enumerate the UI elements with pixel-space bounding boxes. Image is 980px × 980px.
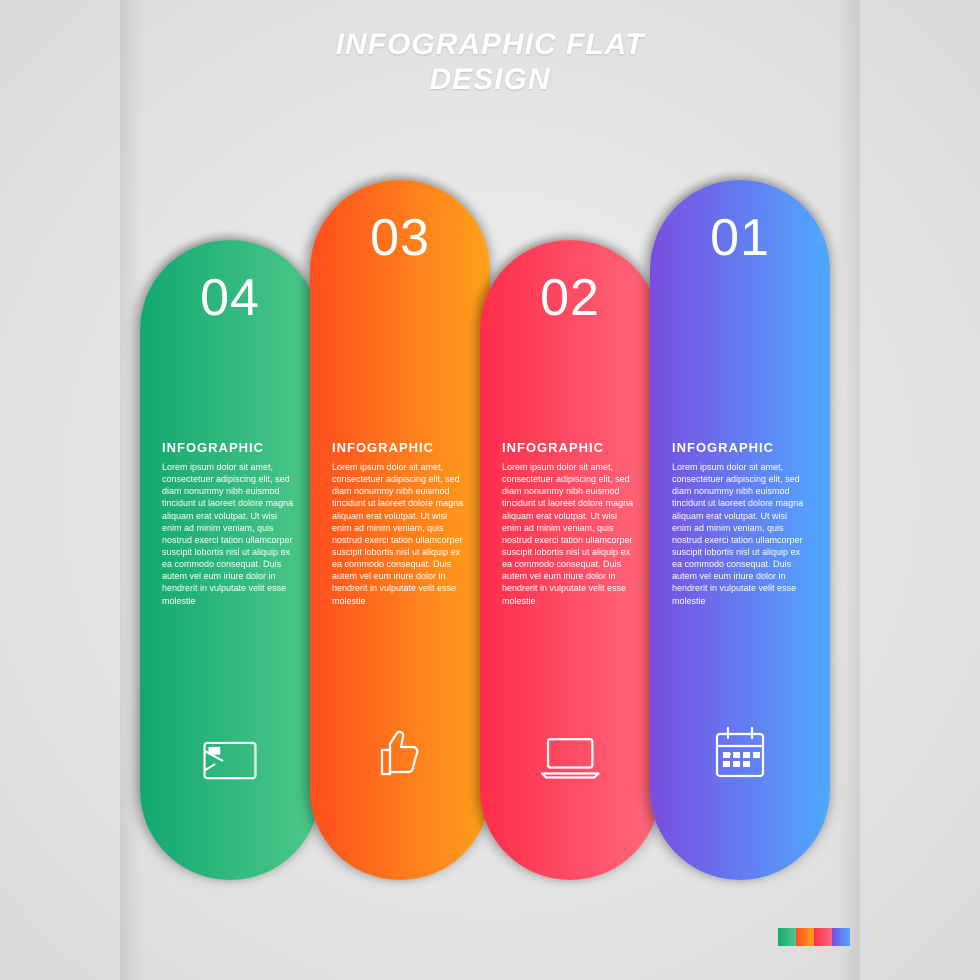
- pill-body: Lorem ipsum dolor sit amet, consectetuer…: [502, 461, 638, 607]
- swatch-0: [778, 928, 796, 946]
- pill-textblock: INFOGRAPHIC Lorem ipsum dolor sit amet, c…: [672, 440, 808, 607]
- swatch-3: [832, 928, 850, 946]
- swatch-2: [814, 928, 832, 946]
- pill-textblock: INFOGRAPHIC Lorem ipsum dolor sit amet, c…: [502, 440, 638, 607]
- thumbs-up-icon: [310, 724, 490, 780]
- pill-body: Lorem ipsum dolor sit amet, consectetuer…: [672, 461, 808, 607]
- color-swatches: [778, 928, 850, 946]
- pill-body: Lorem ipsum dolor sit amet, consectetuer…: [162, 461, 298, 607]
- mail-icon: [140, 741, 320, 780]
- pill-body: Lorem ipsum dolor sit amet, consectetuer…: [332, 461, 468, 607]
- pill-heading: INFOGRAPHIC: [672, 440, 808, 455]
- pill-04: 04 INFOGRAPHIC Lorem ipsum dolor sit amet,…: [140, 240, 320, 880]
- pill-textblock: INFOGRAPHIC Lorem ipsum dolor sit amet, c…: [162, 440, 298, 607]
- laptop-icon: [480, 735, 660, 780]
- calendar-icon: [650, 724, 830, 780]
- pill-02: 02 INFOGRAPHIC Lorem ipsum dolor sit amet,…: [480, 240, 660, 880]
- pill-number: 04: [162, 268, 298, 328]
- pill-number: 03: [332, 208, 468, 268]
- pill-textblock: INFOGRAPHIC Lorem ipsum dolor sit amet, c…: [332, 440, 468, 607]
- pill-container: 04 INFOGRAPHIC Lorem ipsum dolor sit amet,…: [140, 0, 840, 980]
- pill-heading: INFOGRAPHIC: [332, 440, 468, 455]
- pill-number: 01: [672, 208, 808, 268]
- pill-heading: INFOGRAPHIC: [162, 440, 298, 455]
- pill-number: 02: [502, 268, 638, 328]
- pill-03: 03 INFOGRAPHIC Lorem ipsum dolor sit amet,…: [310, 180, 490, 880]
- pill-01: 01 INFOGRAPHIC Lorem ipsum dolor sit amet,…: [650, 180, 830, 880]
- swatch-1: [796, 928, 814, 946]
- pill-heading: INFOGRAPHIC: [502, 440, 638, 455]
